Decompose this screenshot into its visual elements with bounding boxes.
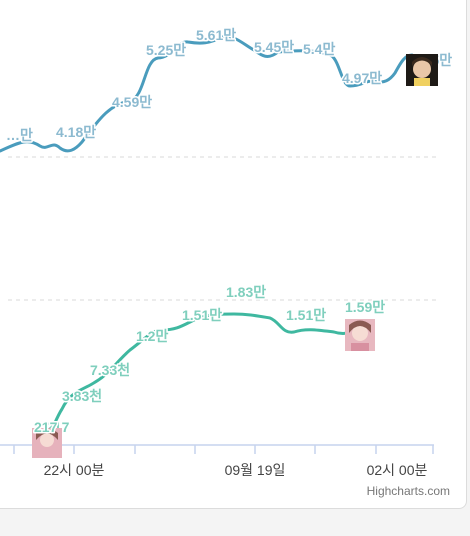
avatar-dark-marker-icon[interactable] — [406, 54, 438, 86]
data-label: 5.61만 — [196, 27, 236, 43]
data-label: 4.59만 — [112, 94, 152, 110]
data-label: 7.33천 — [90, 362, 130, 378]
x-tick-label: 09월 19일 — [225, 462, 286, 478]
data-label: 5.4만 — [303, 41, 335, 57]
data-label: 217 — [34, 419, 58, 435]
chart-credit[interactable]: Highcharts.com — [367, 484, 450, 498]
data-label: 4.97만 — [342, 70, 382, 86]
data-label: 3.83천 — [62, 388, 102, 404]
avatar-pink-start-marker-icon[interactable] — [32, 428, 62, 458]
chart-card — [0, 0, 467, 509]
x-tick-label: 02시 00분 — [367, 462, 428, 478]
data-label: …만 — [6, 127, 33, 143]
data-label: 1.51만 — [286, 307, 326, 323]
data-label: 1.83만 — [226, 284, 266, 300]
data-label: 5.25만 — [146, 42, 186, 58]
data-label: 1.59만 — [345, 299, 385, 315]
data-label: 1.51만 — [182, 307, 222, 323]
x-tick-label: 22시 00분 — [44, 462, 105, 478]
series-line[interactable] — [42, 312, 354, 446]
series-1: …만4.18만4.59만5.25만5.61만5.45만5.4만4.97만5.35… — [0, 26, 454, 153]
series-line[interactable] — [0, 34, 414, 153]
avatar-pink-marker-icon[interactable] — [345, 319, 375, 351]
data-label: 1.2만 — [136, 328, 168, 344]
data-label: 4.18만 — [56, 124, 96, 140]
data-label: 5.45만 — [254, 39, 294, 55]
